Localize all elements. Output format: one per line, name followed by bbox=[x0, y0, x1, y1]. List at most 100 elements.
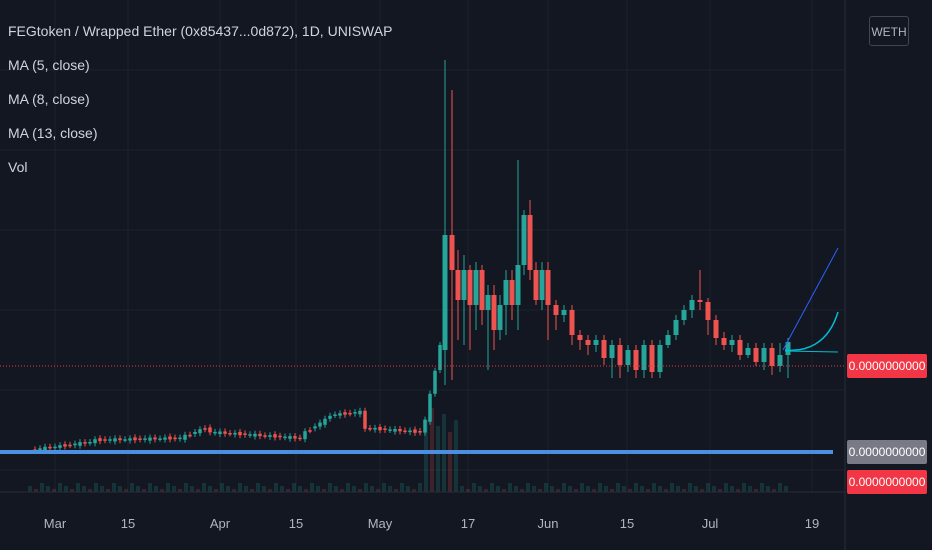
currency-button[interactable]: WETH bbox=[869, 16, 909, 46]
candle-body bbox=[293, 436, 297, 439]
candle-body bbox=[609, 345, 615, 358]
volume-bar bbox=[178, 489, 182, 492]
candle-body bbox=[388, 429, 392, 431]
candle-body bbox=[593, 340, 599, 345]
volume-bar bbox=[226, 486, 230, 492]
legend-ma13[interactable]: MA (13, close) bbox=[8, 125, 98, 141]
volume-bar bbox=[718, 489, 722, 492]
volume-bar bbox=[130, 483, 134, 492]
volume-bar bbox=[520, 489, 524, 492]
volume-bar bbox=[94, 483, 98, 492]
candle-body bbox=[38, 448, 42, 450]
volume-bar bbox=[784, 486, 788, 492]
volume-bar bbox=[502, 489, 506, 492]
candle-body bbox=[617, 345, 623, 365]
legend-title[interactable]: FEGtoken / Wrapped Ether (0x85437...0d87… bbox=[8, 23, 393, 39]
volume-bar bbox=[454, 420, 458, 492]
volume-bar bbox=[190, 486, 194, 492]
candle-body bbox=[561, 310, 567, 315]
volume-bar bbox=[274, 483, 278, 492]
candle-body bbox=[423, 419, 427, 433]
volume-bar bbox=[526, 483, 530, 492]
legend-vol[interactable]: Vol bbox=[8, 159, 28, 175]
candle-body bbox=[298, 437, 302, 440]
candle-body bbox=[143, 438, 147, 440]
candle-body bbox=[58, 445, 62, 448]
volume-bar bbox=[712, 486, 716, 492]
volume-bar bbox=[436, 426, 440, 492]
volume-bar bbox=[676, 486, 680, 492]
candle-body bbox=[168, 436, 172, 440]
volume-bar bbox=[316, 486, 320, 492]
volume-bar bbox=[70, 489, 74, 492]
volume-bar bbox=[640, 486, 644, 492]
candle-body bbox=[303, 431, 307, 440]
volume-bar bbox=[706, 483, 710, 492]
volume-bar bbox=[496, 486, 500, 492]
candle-body bbox=[83, 442, 87, 444]
volume-bar bbox=[364, 483, 368, 492]
volume-bar bbox=[250, 489, 254, 492]
volume-bar bbox=[346, 483, 350, 492]
volume-bar bbox=[736, 489, 740, 492]
candle-body bbox=[697, 300, 703, 302]
candle-body bbox=[428, 393, 432, 422]
volume-bar bbox=[634, 483, 638, 492]
candle-body bbox=[745, 348, 751, 355]
legend-ma8[interactable]: MA (8, close) bbox=[8, 91, 90, 107]
candlesticks bbox=[33, 60, 791, 454]
candle-body bbox=[442, 235, 448, 350]
volume-bar bbox=[394, 489, 398, 492]
candle-body bbox=[438, 345, 442, 370]
volume-bar bbox=[232, 489, 236, 492]
candle-body bbox=[433, 370, 437, 394]
candle-body bbox=[338, 413, 342, 416]
volume-bar bbox=[778, 483, 782, 492]
candle-body bbox=[515, 265, 521, 305]
candle-body bbox=[737, 340, 743, 355]
candle-body bbox=[148, 437, 152, 441]
volume-bar bbox=[478, 486, 482, 492]
candle-body bbox=[705, 302, 711, 320]
volume-bar bbox=[412, 489, 416, 492]
candle-body bbox=[479, 270, 485, 310]
candle-body bbox=[283, 436, 287, 439]
volume-bar bbox=[490, 483, 494, 492]
candle-body bbox=[163, 437, 167, 440]
candle-body bbox=[173, 437, 177, 440]
candle-body bbox=[449, 235, 455, 270]
candle-body bbox=[403, 430, 407, 433]
volume-bar bbox=[124, 489, 128, 492]
candle-body bbox=[657, 345, 663, 372]
volume-bar bbox=[40, 483, 44, 492]
candle-body bbox=[178, 437, 182, 440]
candle-body bbox=[78, 442, 82, 446]
candle-body bbox=[93, 439, 97, 444]
legend-ma5[interactable]: MA (5, close) bbox=[8, 57, 90, 73]
volume-bar bbox=[238, 483, 242, 492]
volume-price-label: 0.0000000000 bbox=[847, 470, 927, 494]
candle-body bbox=[503, 280, 509, 305]
candle-body bbox=[713, 320, 719, 338]
x-tick-label: Apr bbox=[210, 516, 231, 531]
volume-bar bbox=[628, 489, 632, 492]
candle-body bbox=[113, 438, 117, 442]
candle-body bbox=[158, 438, 162, 440]
volume-bar bbox=[118, 486, 122, 492]
volume-bar bbox=[646, 489, 650, 492]
volume-bar bbox=[352, 486, 356, 492]
ma8-line bbox=[784, 311, 839, 352]
candle-body bbox=[665, 335, 671, 345]
volume-bar bbox=[322, 489, 326, 492]
volume-bar bbox=[100, 486, 104, 492]
volume-bar bbox=[538, 489, 542, 492]
volume-bar bbox=[682, 489, 686, 492]
candle-body bbox=[273, 434, 277, 438]
candle-body bbox=[673, 320, 679, 335]
candle-body bbox=[243, 433, 247, 435]
volume-bar bbox=[694, 486, 698, 492]
candle-body bbox=[138, 438, 142, 440]
candle-body bbox=[461, 270, 467, 300]
candle-body bbox=[585, 340, 591, 345]
